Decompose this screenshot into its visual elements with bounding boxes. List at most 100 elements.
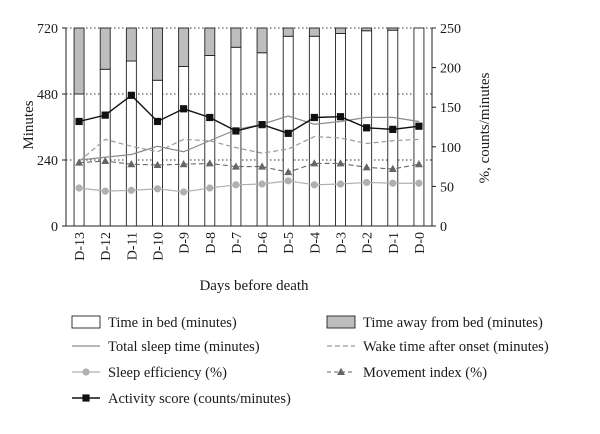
- data-point-gray-circle: [232, 181, 240, 189]
- data-point-dashed-triangle: [258, 162, 267, 170]
- data-point-dashed-triangle: [205, 159, 214, 167]
- legend: Time in bed (minutes) Time away from bed …: [71, 315, 549, 407]
- data-point-dashed-triangle: [127, 160, 136, 168]
- bar-time-in-bed: [230, 46, 242, 227]
- y-axis-label-right: %, counts/minutes: [477, 72, 493, 183]
- bar-time-in-bed: [125, 60, 137, 227]
- series-lines: [75, 91, 423, 196]
- data-point-dashed-triangle: [101, 156, 110, 165]
- series-line-dashed-triangle: [79, 160, 420, 173]
- bar-time-in-bed: [152, 79, 163, 227]
- x-tick-label: D-2: [361, 232, 376, 254]
- legend-swatch: [326, 315, 356, 329]
- bar-time-away: [152, 27, 163, 81]
- data-point-black-square: [415, 122, 423, 130]
- bar-time-away: [73, 27, 85, 95]
- series-line-dashed-gray: [78, 136, 419, 162]
- data-point-dashed-triangle: [153, 160, 162, 169]
- y-tick-label-left: 240: [37, 154, 58, 169]
- legend-label: Sleep efficiency (%): [108, 365, 227, 381]
- bar-time-away: [256, 27, 268, 54]
- data-point-black-square: [232, 127, 240, 135]
- y-axis-label-left: Minutes: [21, 100, 37, 149]
- bar-time-in-bed: [308, 35, 320, 227]
- y-tick-label-right: 250: [440, 22, 461, 37]
- legend-label: Time in bed (minutes): [108, 315, 237, 331]
- data-point-black-square: [101, 111, 109, 119]
- bar-time-in-bed: [178, 66, 190, 227]
- data-point-dashed-triangle: [388, 164, 397, 172]
- x-tick-label: D-7: [230, 232, 245, 254]
- data-point-black-square: [258, 121, 266, 129]
- grid-lines: [66, 27, 432, 161]
- data-point-dashed-triangle: [336, 159, 345, 167]
- bar-time-in-bed: [335, 33, 346, 227]
- x-tick-label: D-0: [413, 232, 428, 254]
- series-line-black-square: [78, 94, 420, 135]
- data-point-black-square: [206, 113, 214, 122]
- x-tick-label: D-9: [178, 232, 193, 254]
- legend-marker: [337, 367, 345, 375]
- data-point-black-square: [75, 117, 83, 126]
- x-tick-label: D-4: [308, 232, 323, 254]
- y-tick-label-left: 480: [37, 88, 58, 103]
- data-point-black-square: [153, 117, 162, 126]
- x-tick-label: D-3: [335, 232, 350, 254]
- data-point-dashed-triangle: [231, 162, 240, 170]
- data-point-dashed-triangle: [414, 160, 423, 168]
- x-tick-label: D-5: [282, 232, 297, 254]
- bar-time-in-bed: [256, 52, 268, 227]
- data-point-gray-circle: [310, 181, 318, 189]
- data-point-gray-circle: [127, 186, 135, 194]
- data-point-gray-circle: [363, 178, 371, 187]
- legend-label: Activity score (counts/minutes): [108, 391, 291, 407]
- legend-marker: [82, 368, 90, 376]
- bar-time-away: [230, 27, 242, 48]
- y-tick-label-left: 0: [51, 220, 58, 235]
- data-point-black-square: [284, 129, 292, 137]
- data-point-black-square: [336, 113, 345, 121]
- bar-time-away: [387, 27, 399, 31]
- data-point-dashed-triangle: [179, 160, 188, 168]
- bar-time-away: [204, 27, 216, 56]
- x-axis-label: Days before death: [199, 278, 309, 294]
- x-tick-label: D-10: [152, 232, 167, 261]
- legend-label: Total sleep time (minutes): [108, 339, 260, 355]
- x-tick-label: D-6: [256, 232, 271, 254]
- data-point-black-square: [180, 105, 188, 113]
- data-point-gray-circle: [336, 180, 345, 188]
- x-tick-label: D-8: [204, 232, 219, 254]
- bar-time-away: [361, 27, 373, 32]
- legend-swatch: [71, 315, 101, 329]
- x-tick-label: D-11: [125, 232, 140, 260]
- legend-label: Wake time after onset (minutes): [363, 339, 549, 355]
- bar-time-in-bed: [99, 68, 111, 227]
- y-tick-label-right: 100: [440, 141, 461, 156]
- data-point-black-square: [310, 113, 318, 122]
- y-tick-label-right: 150: [440, 101, 461, 116]
- y-tick-label-right: 0: [440, 220, 447, 235]
- x-tick-label: D-13: [73, 232, 88, 261]
- y-tick-label-right: 200: [440, 62, 461, 77]
- data-point-dashed-triangle: [284, 167, 293, 176]
- data-point-gray-circle: [258, 180, 266, 188]
- bar-time-away: [308, 27, 320, 37]
- data-point-dashed-triangle: [362, 163, 371, 171]
- data-point-dashed-triangle: [310, 159, 319, 167]
- data-point-gray-circle: [284, 177, 292, 185]
- data-point-black-square: [127, 91, 135, 99]
- data-point-gray-circle: [389, 179, 397, 187]
- data-point-dashed-triangle: [75, 158, 84, 166]
- y-tick-label-right: 50: [440, 180, 454, 195]
- legend-label: Movement index (%): [363, 365, 487, 381]
- series-line-gray-circle: [78, 180, 419, 193]
- y-tick-label-left: 720: [37, 22, 58, 37]
- data-point-black-square: [389, 125, 397, 133]
- bar-time-away: [335, 27, 346, 34]
- data-point-gray-circle: [180, 188, 188, 196]
- legend-marker: [82, 394, 90, 402]
- data-point-gray-circle: [153, 185, 162, 193]
- legend-label: Time away from bed (minutes): [363, 315, 543, 331]
